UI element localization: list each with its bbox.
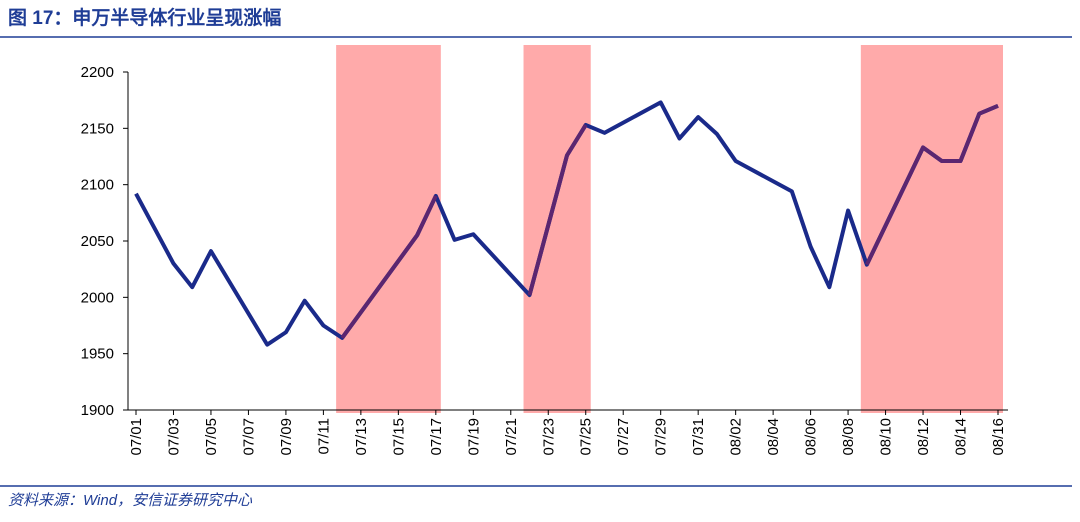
chart-title: 图 17：申万半导体行业呈现涨幅 <box>8 6 281 29</box>
x-tick-label: 07/21 <box>503 418 520 456</box>
x-tick-label: 07/13 <box>353 418 370 456</box>
series-line <box>134 100 999 347</box>
source-note: 资料来源：Wind，安信证券研究中心 <box>8 492 253 509</box>
highlight-line <box>340 195 438 340</box>
x-tick-label: 08/06 <box>803 418 820 456</box>
x-tick-label: 07/19 <box>465 418 482 456</box>
x-tick-label: 07/17 <box>428 418 445 456</box>
y-tick-label: 2150 <box>81 120 114 137</box>
x-tick-label: 08/10 <box>878 418 895 456</box>
x-tick-label: 07/11 <box>315 418 332 454</box>
x-tick-label: 08/14 <box>953 418 970 456</box>
x-tick-label: 08/16 <box>990 418 1007 456</box>
x-tick-label: 07/15 <box>390 418 407 456</box>
highlight-band <box>336 45 441 413</box>
x-tick-label: 07/25 <box>578 418 595 456</box>
x-tick-label: 08/12 <box>915 418 932 456</box>
x-tick-label: 08/08 <box>840 418 857 456</box>
y-tick-label: 2100 <box>81 177 114 194</box>
x-tick-label: 07/05 <box>203 418 220 456</box>
y-tick-label: 2200 <box>81 64 114 81</box>
y-tick-label: 2050 <box>81 233 114 250</box>
x-tick-label: 07/07 <box>240 418 257 456</box>
x-tick-label: 07/09 <box>278 418 295 456</box>
x-tick-label: 08/04 <box>765 418 782 456</box>
y-tick-label: 2000 <box>81 289 114 306</box>
x-tick-label: 07/29 <box>653 418 670 456</box>
x-tick-label: 07/03 <box>165 418 182 456</box>
highlight-band <box>523 45 591 413</box>
x-tick-label: 07/31 <box>690 418 707 456</box>
x-tick-label: 07/27 <box>615 418 632 456</box>
y-tick-label: 1900 <box>81 402 114 419</box>
x-tick-label: 07/23 <box>540 418 557 456</box>
x-tick-label: 07/01 <box>128 418 145 456</box>
highlight-line <box>865 103 999 266</box>
x-tick-label: 08/02 <box>728 418 745 456</box>
y-tick-label: 1950 <box>81 346 114 363</box>
highlight-line <box>527 123 588 296</box>
